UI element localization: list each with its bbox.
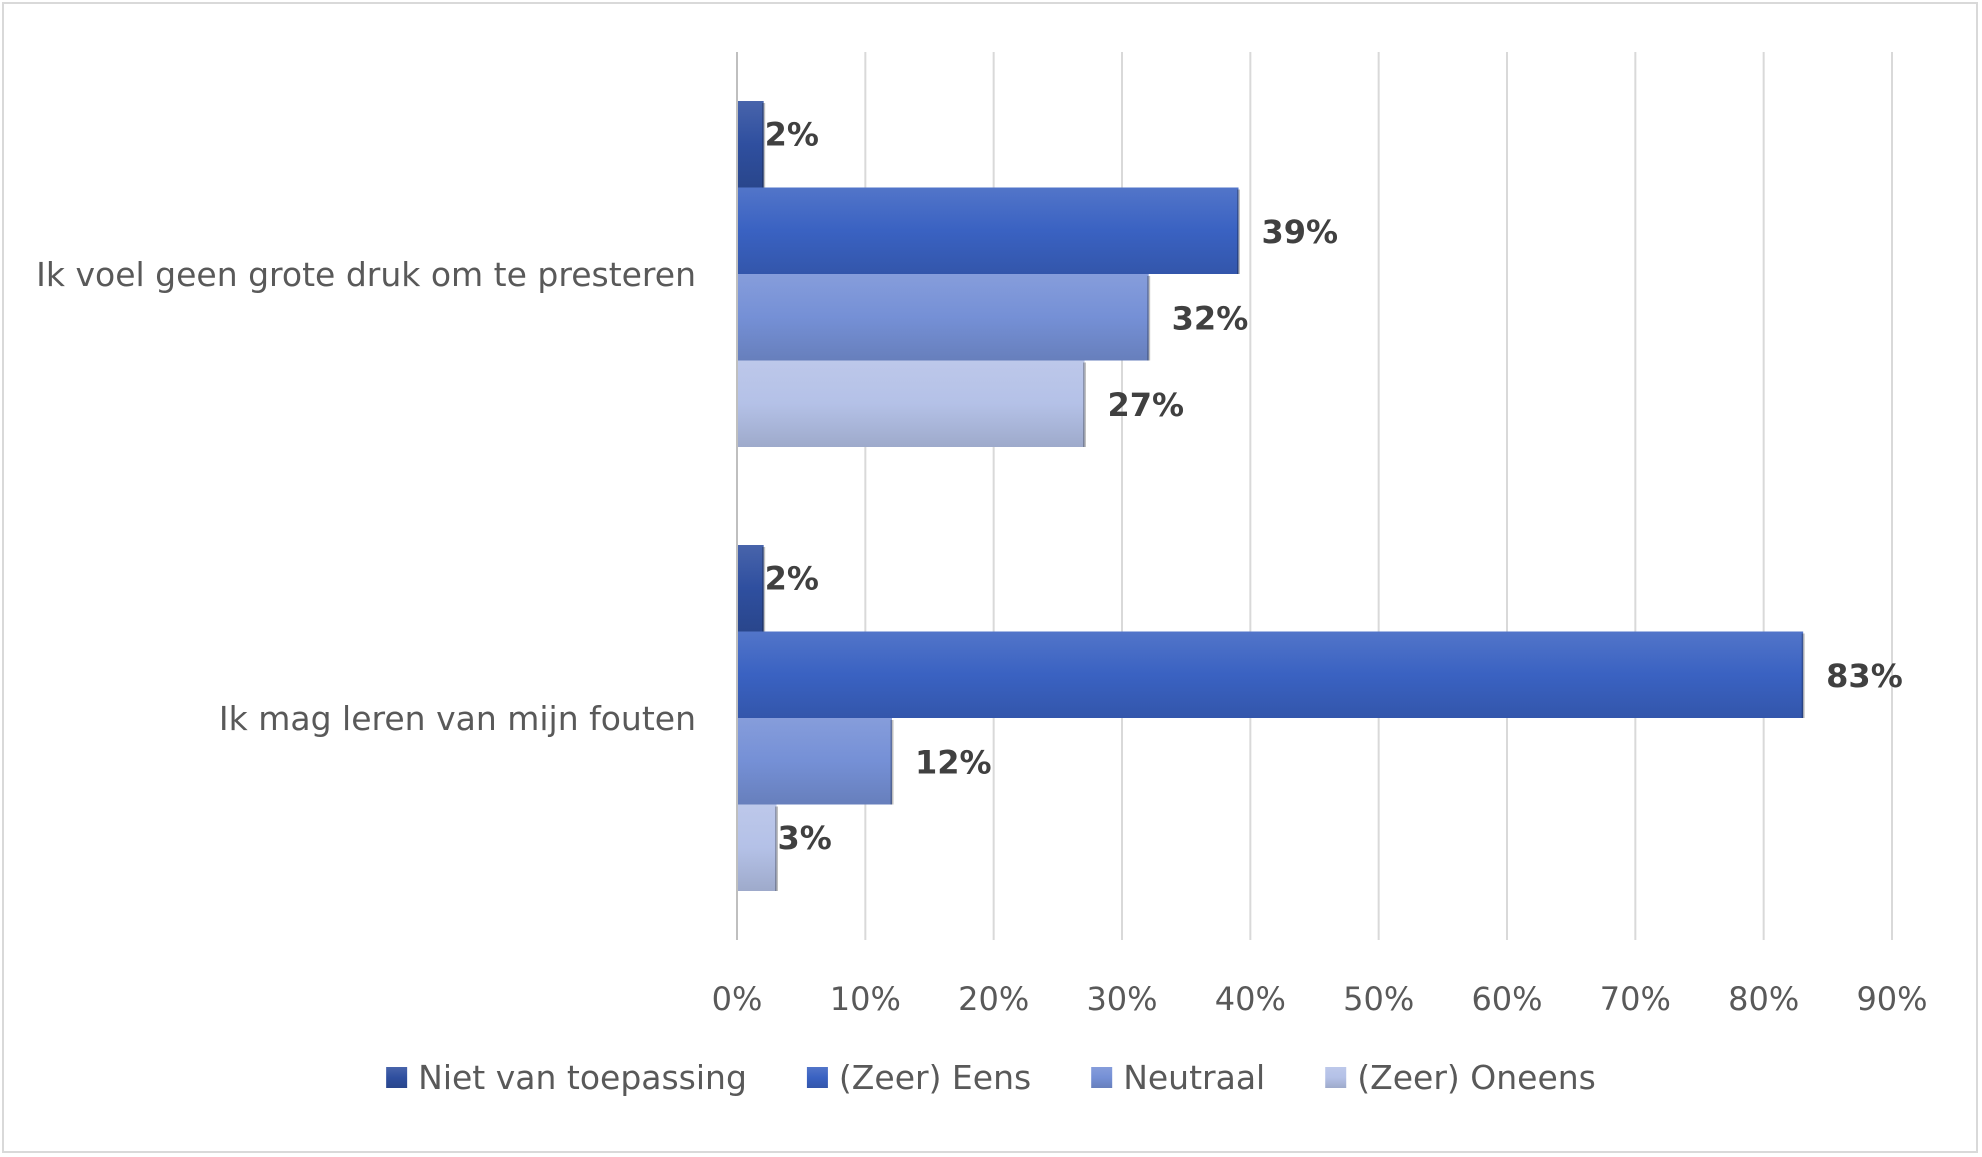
- legend-label: (Zeer) Eens: [839, 1058, 1031, 1097]
- data-label: 27%: [1108, 386, 1185, 424]
- category-axis: Ik voel geen grote druk om te presteren I…: [36, 255, 696, 738]
- bar: [738, 187, 1239, 274]
- data-label: 2%: [765, 559, 819, 597]
- data-label: 2%: [765, 115, 819, 153]
- x-tick-label: 70%: [1600, 980, 1671, 1018]
- legend-swatch: [806, 1067, 828, 1088]
- x-tick-label: 80%: [1728, 980, 1799, 1018]
- x-tick-label: 10%: [830, 980, 901, 1018]
- data-label: 32%: [1172, 299, 1249, 337]
- gridlines: [864, 52, 1893, 940]
- legend-item: Neutraal: [1091, 1058, 1265, 1097]
- legend-label: Neutraal: [1123, 1058, 1265, 1097]
- legend-item: Niet van toepassing: [386, 1058, 747, 1097]
- legend-item: (Zeer) Eens: [806, 1058, 1031, 1097]
- legend: Niet van toepassing (Zeer) Eens Neutraal (Z…: [386, 1058, 1596, 1097]
- bar: [738, 718, 892, 805]
- legend-label: Niet van toepassing: [418, 1058, 747, 1097]
- bars: [738, 101, 1805, 891]
- bar: [738, 101, 764, 188]
- data-label: 39%: [1262, 213, 1339, 251]
- bar: [738, 274, 1149, 361]
- legend-swatch: [386, 1067, 408, 1088]
- x-tick-label: 50%: [1343, 980, 1414, 1018]
- x-tick-label: 40%: [1215, 980, 1286, 1018]
- category-label: Ik mag leren van mijn fouten: [219, 699, 696, 738]
- data-label: 3%: [778, 819, 832, 857]
- bar: [738, 360, 1085, 447]
- data-label: 83%: [1826, 657, 1903, 695]
- x-tick-label: 30%: [1086, 980, 1157, 1018]
- legend-item: (Zeer) Oneens: [1325, 1058, 1596, 1097]
- legend-swatch: [1325, 1067, 1347, 1088]
- category-label: Ik voel geen grote druk om te presteren: [36, 255, 696, 294]
- bar: [738, 631, 1804, 718]
- x-tick-label: 20%: [958, 980, 1029, 1018]
- data-labels: 2% 39% 32% 27% 2% 83% 12% 3%: [765, 115, 1903, 857]
- x-tick-label: 90%: [1856, 980, 1927, 1018]
- legend-label: (Zeer) Oneens: [1357, 1058, 1596, 1097]
- x-tick-label: 0%: [712, 980, 763, 1018]
- bar: [738, 545, 764, 632]
- bar: [738, 804, 777, 891]
- legend-swatch: [1091, 1067, 1113, 1088]
- data-label: 12%: [915, 743, 992, 781]
- value-axis: 0% 10% 20% 30% 40% 50% 60% 70% 80% 90%: [712, 52, 1928, 1018]
- x-tick-label: 60%: [1471, 980, 1542, 1018]
